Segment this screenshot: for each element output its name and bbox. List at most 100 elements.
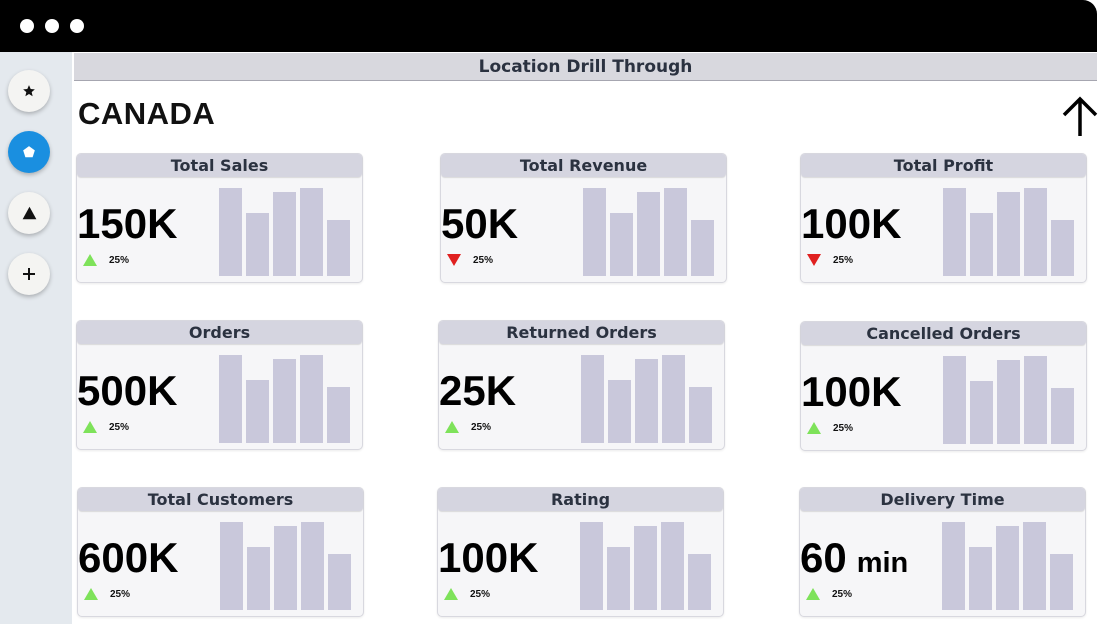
window-maximize-button[interactable] <box>70 19 84 33</box>
kpi-change-percent: 25% <box>832 588 853 600</box>
trend-up-icon <box>445 421 459 433</box>
sparkbar <box>219 188 242 276</box>
sparkbar <box>970 213 993 276</box>
trend-up-icon <box>807 422 821 434</box>
sidebar-add-button[interactable] <box>8 253 50 295</box>
sparkbar <box>943 188 966 276</box>
sparkbar <box>300 355 323 443</box>
kpi-card-value: 100K <box>801 200 901 248</box>
kpi-value-unit: min <box>856 547 909 579</box>
kpi-sparkbar-chart <box>943 352 1075 444</box>
kpi-value-number: 100K <box>801 200 902 247</box>
kpi-sparkbar-chart <box>581 351 713 443</box>
sparkbar <box>970 381 993 444</box>
sparkbar <box>662 355 685 443</box>
kpi-change-percent: 25% <box>833 422 854 434</box>
sparkbar <box>942 522 965 610</box>
sparkbar <box>688 554 711 610</box>
kpi-value-number: 25K <box>439 367 517 414</box>
kpi-value-number: 100K <box>438 534 539 581</box>
kpi-change: 25% <box>445 421 491 433</box>
report-title: Location Drill Through <box>478 56 693 77</box>
kpi-sparkbar-chart <box>580 518 712 610</box>
sidebar-triangle-button[interactable] <box>8 192 50 234</box>
kpi-card-total-profit[interactable]: Total Profit 100K 25% <box>800 153 1087 283</box>
sidebar <box>0 52 72 624</box>
sparkbar <box>1051 220 1074 276</box>
trend-up-icon <box>83 254 97 266</box>
kpi-change-percent: 25% <box>109 421 130 433</box>
sparkbar <box>274 526 297 610</box>
kpi-card-title: Orders <box>77 321 362 344</box>
trend-up-icon <box>84 588 98 600</box>
page-title: CANADA <box>78 96 216 131</box>
kpi-card-cancelled-orders[interactable]: Cancelled Orders 100K 25% <box>800 321 1087 451</box>
sparkbar <box>634 526 657 610</box>
kpi-card-title: Returned Orders <box>439 321 724 344</box>
sparkbar <box>328 554 351 610</box>
kpi-change: 25% <box>807 422 853 434</box>
sparkbar <box>691 220 714 276</box>
kpi-card-title: Total Customers <box>78 488 363 511</box>
kpi-card-value: 50K <box>441 200 518 248</box>
sparkbar <box>969 547 992 610</box>
sparkbar <box>608 380 631 443</box>
sparkbar <box>300 188 323 276</box>
kpi-change: 25% <box>447 254 493 266</box>
sparkbar <box>1051 388 1074 444</box>
plus-icon <box>23 268 35 280</box>
kpi-value-number: 600K <box>78 534 179 581</box>
kpi-card-title: Total Sales <box>77 154 362 177</box>
kpi-change: 25% <box>806 588 852 600</box>
sparkbar <box>580 522 603 610</box>
kpi-change-percent: 25% <box>473 254 494 266</box>
kpi-sparkbar-chart <box>583 184 715 276</box>
kpi-card-total-revenue[interactable]: Total Revenue 50K 25% <box>440 153 727 283</box>
kpi-card-title: Rating <box>438 488 723 511</box>
triangle-icon <box>22 206 36 220</box>
kpi-card-value: 150K <box>77 200 177 248</box>
sparkbar <box>943 356 966 444</box>
kpi-change-percent: 25% <box>110 588 131 600</box>
trend-up-icon <box>83 421 97 433</box>
kpi-change-percent: 25% <box>833 254 854 266</box>
kpi-sparkbar-chart <box>943 184 1075 276</box>
kpi-card-total-customers[interactable]: Total Customers 600K 25% <box>77 487 364 617</box>
kpi-card-delivery-time[interactable]: Delivery Time 60 min 25% <box>799 487 1086 617</box>
kpi-card-total-sales[interactable]: Total Sales 150K 25% <box>76 153 363 283</box>
sparkbar <box>637 192 660 276</box>
trend-up-icon <box>444 588 458 600</box>
report-header: Location Drill Through <box>74 53 1097 81</box>
kpi-sparkbar-chart <box>220 518 352 610</box>
sparkbar <box>301 522 324 610</box>
kpi-card-value: 600K <box>78 534 178 582</box>
sparkbar <box>247 547 270 610</box>
kpi-change: 25% <box>83 421 129 433</box>
kpi-card-title: Cancelled Orders <box>801 322 1086 345</box>
sidebar-location-button[interactable] <box>8 131 50 173</box>
kpi-card-rating[interactable]: Rating 100K 25% <box>437 487 724 617</box>
sidebar-favorites-button[interactable] <box>8 70 50 112</box>
sparkbar <box>246 380 269 443</box>
window-minimize-button[interactable] <box>45 19 59 33</box>
star-icon <box>23 85 35 97</box>
sparkbar <box>664 188 687 276</box>
arrow-up-icon[interactable] <box>1060 96 1100 138</box>
kpi-sparkbar-chart <box>942 518 1074 610</box>
kpi-card-orders[interactable]: Orders 500K 25% <box>76 320 363 450</box>
window-close-button[interactable] <box>20 19 34 33</box>
kpi-value-number: 150K <box>77 200 178 247</box>
sparkbar <box>610 213 633 276</box>
kpi-change: 25% <box>444 588 490 600</box>
pentagon-icon <box>23 146 35 158</box>
kpi-card-returned-orders[interactable]: Returned Orders 25K 25% <box>438 320 725 450</box>
kpi-value-number: 500K <box>77 367 178 414</box>
sparkbar <box>997 192 1020 276</box>
sparkbar <box>607 547 630 610</box>
kpi-change: 25% <box>83 254 129 266</box>
kpi-card-title: Total Profit <box>801 154 1086 177</box>
sparkbar <box>273 192 296 276</box>
kpi-change-percent: 25% <box>470 588 491 600</box>
sparkbar <box>661 522 684 610</box>
kpi-change-percent: 25% <box>471 421 492 433</box>
